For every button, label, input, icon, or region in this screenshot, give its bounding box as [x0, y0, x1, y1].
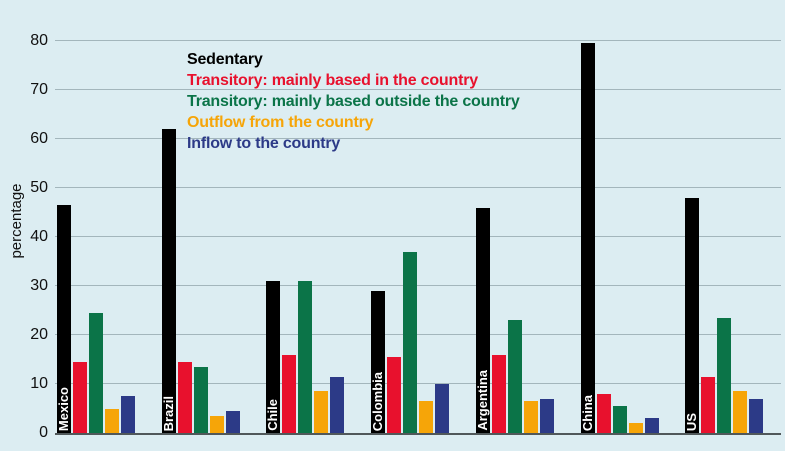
category-label-argentina: Argentina	[474, 370, 490, 431]
bar-sedentary-mexico	[57, 205, 71, 433]
bar-group-argentina: Argentina	[474, 207, 554, 433]
bar-sedentary-us	[685, 197, 700, 433]
bar-transitory-out-mexico	[89, 312, 103, 433]
bar-sedentary-brazil	[161, 129, 176, 433]
bar-group-brazil: Brazil	[160, 129, 240, 433]
bar-transitory-out-colombia	[403, 251, 418, 433]
gridline-50	[55, 187, 781, 188]
gridline-80	[55, 40, 781, 41]
category-label-mexico: Mexico	[56, 386, 71, 431]
y-tick-label-30: 30	[30, 277, 48, 294]
bar-group-us: US	[684, 197, 764, 433]
y-tick-label-50: 50	[30, 179, 48, 196]
plot-area: Sedentary Transitory: mainly based in the…	[55, 40, 781, 435]
y-tick-label-60: 60	[30, 130, 48, 147]
bar-transitory-out-chile	[298, 281, 313, 433]
bar-group-china: China	[579, 43, 659, 433]
legend-item-sedentary: Sedentary	[187, 51, 263, 68]
bar-transitory-out-argentina	[507, 320, 522, 433]
bar-inflow-mexico	[121, 396, 135, 433]
bar-inflow-china	[644, 418, 659, 433]
bar-transitory-out-brazil	[193, 366, 208, 433]
bar-transitory-in-chile	[282, 354, 297, 433]
bar-inflow-chile	[330, 376, 345, 433]
bar-outflow-argentina	[523, 401, 538, 433]
legend-item-transitory-in: Transitory: mainly based in the country	[187, 72, 478, 89]
y-tick-label-40: 40	[30, 228, 48, 245]
y-tick-label-70: 70	[30, 81, 48, 98]
bar-sedentary-china	[580, 43, 595, 433]
bar-transitory-in-colombia	[387, 357, 402, 433]
bar-inflow-us	[749, 398, 764, 433]
legend-item-inflow: Inflow to the country	[187, 135, 341, 152]
y-tick-label-10: 10	[30, 375, 48, 392]
bar-inflow-argentina	[539, 398, 554, 433]
bar-outflow-colombia	[419, 401, 434, 433]
bar-outflow-china	[628, 423, 643, 433]
bar-sedentary-argentina	[475, 207, 490, 433]
bar-group-mexico: Mexico	[56, 205, 135, 433]
x-axis-line	[55, 433, 781, 435]
bar-transitory-in-china	[596, 393, 611, 433]
bar-outflow-mexico	[105, 408, 119, 433]
gridline-60	[55, 138, 781, 139]
gridline-20	[55, 334, 781, 335]
bar-outflow-us	[733, 391, 748, 433]
bar-transitory-in-argentina	[491, 354, 506, 433]
bar-group-colombia: Colombia	[370, 251, 450, 433]
gridline-70	[55, 89, 781, 90]
gridline-30	[55, 285, 781, 286]
y-tick-label-20: 20	[30, 326, 48, 343]
bar-transitory-in-mexico	[73, 361, 87, 433]
category-label-colombia: Colombia	[370, 371, 386, 431]
category-label-chile: Chile	[265, 399, 281, 431]
gridline-40	[55, 236, 781, 237]
bar-transitory-out-china	[612, 406, 627, 433]
bar-transitory-in-brazil	[177, 361, 192, 433]
bar-outflow-chile	[314, 391, 329, 433]
category-label-us: US	[684, 412, 700, 431]
gridline-10	[55, 383, 781, 384]
bar-sedentary-chile	[266, 281, 281, 433]
y-tick-label-0: 0	[39, 424, 48, 441]
bar-sedentary-colombia	[371, 290, 386, 433]
bar-transitory-out-us	[717, 317, 732, 433]
y-tick-label-80: 80	[30, 32, 48, 49]
bar-group-chile: Chile	[265, 281, 345, 433]
bar-transitory-in-us	[701, 376, 716, 433]
category-label-brazil: Brazil	[160, 395, 176, 431]
bar-inflow-colombia	[435, 384, 450, 433]
bar-outflow-brazil	[209, 415, 224, 433]
bar-inflow-brazil	[225, 410, 240, 433]
legend-item-transitory-out: Transitory: mainly based outside the cou…	[187, 93, 520, 110]
category-label-china: China	[579, 394, 595, 431]
legend: Sedentary Transitory: mainly based in the…	[187, 49, 520, 154]
legend-item-outflow: Outflow from the country	[187, 114, 374, 131]
